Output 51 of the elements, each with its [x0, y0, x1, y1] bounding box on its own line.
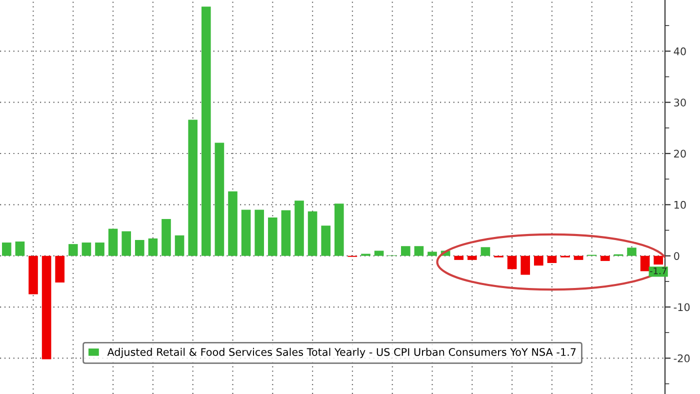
bar — [640, 256, 650, 272]
bar — [308, 211, 318, 256]
bar — [108, 228, 118, 256]
bar — [134, 240, 144, 256]
y-tick-label: 30 — [674, 98, 686, 106]
bar — [254, 210, 264, 256]
bar — [42, 256, 52, 360]
bar — [454, 256, 464, 260]
bar — [334, 204, 344, 256]
bar — [520, 256, 530, 275]
bar — [507, 256, 517, 270]
bar — [467, 256, 477, 260]
bar — [627, 248, 636, 256]
bar — [2, 242, 12, 256]
bar — [241, 210, 251, 256]
bar — [68, 244, 78, 256]
bar — [547, 256, 557, 264]
bar — [162, 219, 171, 256]
bar — [281, 210, 291, 256]
bar — [214, 142, 224, 256]
bar — [294, 200, 304, 256]
bar — [201, 6, 211, 256]
legend-label: Adjusted Retail & Food Services Sales Total Yearly - US CPI Urban Consumers YoY NSA -1.7 — [107, 348, 576, 358]
bar — [600, 256, 610, 261]
bar — [654, 256, 664, 265]
bar — [374, 250, 384, 256]
bar — [122, 231, 132, 256]
bar — [321, 226, 331, 256]
bar — [428, 252, 437, 256]
bar — [15, 242, 25, 256]
bar — [268, 217, 278, 256]
bar — [188, 120, 198, 256]
bar — [174, 235, 184, 256]
bar — [148, 238, 158, 256]
bar — [95, 242, 104, 256]
bar — [400, 246, 410, 256]
y-tick-label: 0 — [674, 252, 680, 260]
bar — [82, 242, 92, 256]
bar — [574, 256, 584, 260]
bar — [55, 256, 65, 282]
y-tick-label: 20 — [674, 150, 686, 158]
bar — [480, 247, 490, 256]
y-tick-label: 40 — [674, 47, 686, 56]
bar — [414, 246, 424, 256]
bar — [228, 191, 238, 256]
data-label: -1.7 — [650, 268, 666, 274]
y-tick-label: -10 — [674, 303, 690, 312]
y-tick-label: -20 — [674, 354, 690, 362]
bar — [534, 256, 544, 266]
y-tick-label: 10 — [674, 200, 686, 209]
bar — [28, 256, 38, 294]
